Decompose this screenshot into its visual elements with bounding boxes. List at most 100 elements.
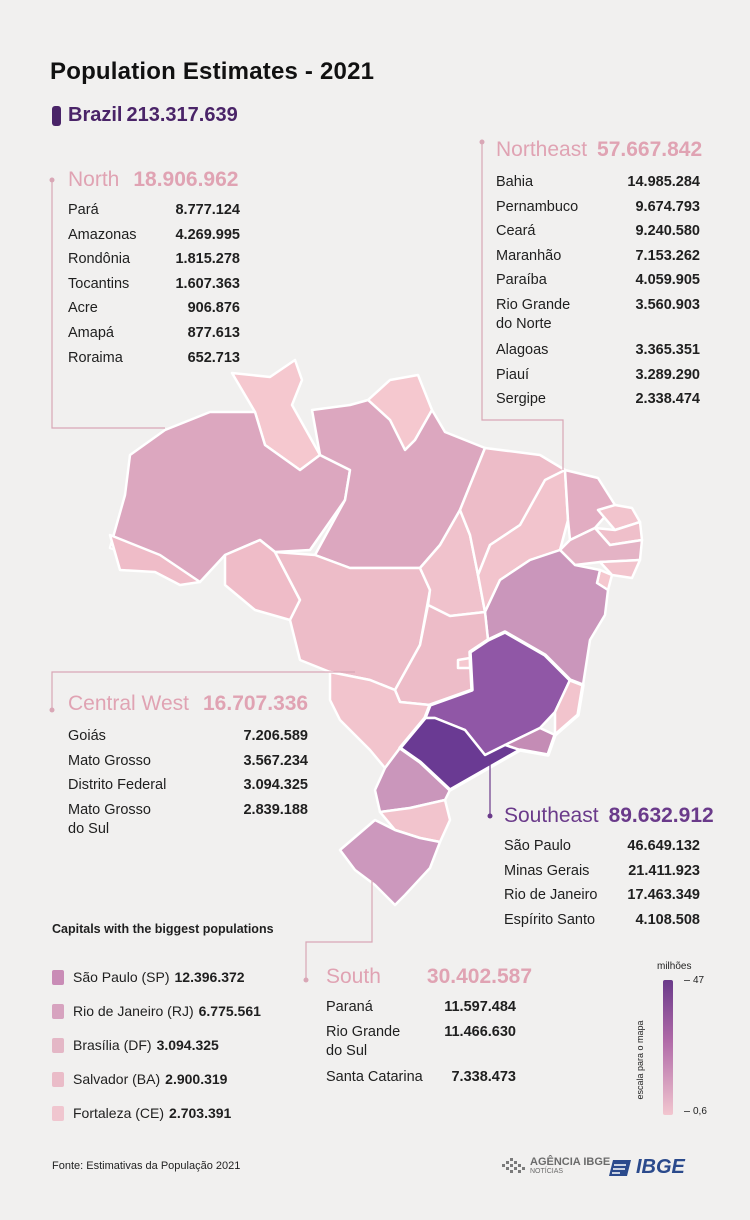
capital-item: Rio de Janeiro (RJ) 6.775.561	[52, 994, 261, 1028]
state-value: 4.059.905	[635, 272, 700, 289]
agencia-grid-icon	[502, 1157, 525, 1173]
state-value: 3.289.290	[635, 366, 700, 383]
state-value: 7.153.262	[635, 247, 700, 264]
capital-value: 3.094.325	[156, 1037, 219, 1053]
state-value: 7.338.473	[451, 1068, 516, 1085]
northeast-leader-dot	[479, 139, 485, 145]
state-rgn	[596, 503, 642, 532]
legend-min: 0,6	[684, 1106, 707, 1117]
state-name: Acre	[68, 300, 98, 317]
south-leader-dot	[303, 977, 309, 983]
legend-unit: milhões	[657, 961, 692, 972]
state-row: Rio Grande do Norte 3.560.903	[496, 293, 700, 338]
state-pernambuco	[558, 526, 644, 567]
capital-name: Fortaleza (CE)	[73, 1105, 165, 1121]
centralwest-leader	[51, 671, 355, 710]
state-row: Paraíba 4.059.905	[496, 268, 700, 293]
state-name: Alagoas	[496, 341, 549, 358]
region-central-west: Central West 16.707.336 Goiás 7.206.589 Ma…	[68, 692, 308, 843]
state-row: Amazonas 4.269.995	[68, 223, 240, 248]
state-name: Paraná	[326, 999, 373, 1015]
state-name: Espírito Santo	[504, 911, 596, 928]
state-value: 7.206.589	[243, 728, 308, 744]
state-value: 2.338.474	[635, 391, 700, 408]
ibge-logo: IBGE	[608, 1156, 685, 1179]
state-row: Sergipe 2.338.474	[496, 387, 700, 412]
region-total: 16.707.336	[203, 692, 309, 715]
state-value: 3.365.351	[635, 341, 700, 358]
capitals-title: Capitals with the biggest populations	[52, 922, 274, 936]
page-title: Population Estimates - 2021	[50, 58, 375, 85]
capital-swatch	[52, 1105, 64, 1121]
state-value: 4.269.995	[175, 226, 240, 243]
ibge-mark-icon	[609, 1159, 631, 1176]
state-row: Rondônia 1.815.278	[68, 247, 240, 272]
state-name-line2: do Sul	[326, 1042, 368, 1059]
capital-value: 6.775.561	[198, 1003, 261, 1019]
brazil-total: Brazil 213.317.639	[52, 104, 238, 127]
state-name-line1: Mato Grosso	[68, 801, 151, 818]
legend-color-scale	[663, 980, 673, 1115]
state-value: 2.839.188	[243, 801, 308, 818]
state-name-line1: Rio Grande	[326, 1023, 401, 1040]
capital-item: Brasília (DF) 3.094.325	[52, 1028, 261, 1062]
state-name: Minas Gerais	[504, 862, 590, 879]
state-row: Roraima 652.713	[68, 346, 240, 371]
state-name: Distrito Federal	[68, 777, 167, 794]
agencia-ibge-logo: AGÊNCIA IBGE NOTÍCIAS	[502, 1157, 610, 1176]
capital-value: 2.703.391	[169, 1105, 232, 1121]
region-total: 89.632.912	[608, 804, 714, 827]
state-value: 906.876	[187, 300, 240, 317]
legend-side-label: escala para o mapa	[635, 1020, 645, 1100]
region-southeast: Southeast 89.632.912 São Paulo 46.649.132…	[504, 804, 714, 932]
state-name-line1: Rio Grande	[496, 296, 571, 313]
ibge-text: IBGE	[636, 1156, 685, 1178]
state-row: Amapá 877.613	[68, 321, 240, 346]
region-name: South	[326, 965, 381, 988]
state-row: Rio Grande do Sul 11.466.630	[326, 1020, 516, 1065]
state-value: 14.985.284	[627, 174, 700, 190]
state-value: 9.240.580	[635, 223, 700, 240]
state-value: 17.463.349	[627, 887, 700, 904]
region-south: South 30.402.587 Paraná 11.597.484 Rio Gra…	[326, 965, 532, 1089]
legend-min-value: 0,6	[693, 1106, 707, 1117]
brazil-value: 213.317.639	[126, 104, 238, 126]
state-row: Tocantins 1.607.363	[68, 272, 240, 297]
state-row: Paraná 11.597.484	[326, 995, 516, 1020]
state-value: 21.411.923	[628, 862, 700, 879]
region-total: 57.667.842	[597, 138, 703, 161]
capital-name: Brasília (DF)	[73, 1037, 152, 1053]
state-value: 46.649.132	[627, 838, 700, 854]
capital-name: Rio de Janeiro (RJ)	[73, 1003, 194, 1019]
state-name-line2: do Norte	[496, 315, 552, 332]
state-alagoas	[598, 558, 642, 580]
centralwest-leader-dot	[49, 707, 55, 713]
northeast-leader	[481, 142, 564, 470]
state-row: Pernambuco 9.674.793	[496, 195, 700, 220]
capital-swatch	[52, 1071, 64, 1087]
state-name: Piauí	[496, 366, 530, 383]
capital-swatch	[52, 969, 64, 985]
state-rs	[338, 818, 442, 907]
capital-swatch	[52, 1003, 64, 1019]
capitals-list: São Paulo (SP) 12.396.372 Rio de Janeiro (…	[52, 960, 261, 1130]
region-name: Central West	[68, 692, 189, 715]
region-name: North	[68, 168, 120, 191]
state-row: Maranhão 7.153.262	[496, 244, 700, 269]
state-name: São Paulo	[504, 838, 571, 854]
state-acre	[108, 533, 202, 587]
state-row: Rio de Janeiro 17.463.349	[504, 883, 700, 908]
state-name: Rondônia	[68, 251, 131, 268]
north-leader-dot	[49, 177, 55, 183]
state-row: Alagoas 3.365.351	[496, 338, 700, 363]
capital-value: 2.900.319	[165, 1071, 228, 1087]
state-row: Acre 906.876	[68, 296, 240, 321]
state-value: 3.560.903	[635, 296, 700, 313]
state-name: Rio de Janeiro	[504, 887, 598, 904]
source-note: Fonte: Estimativas da População 2021	[52, 1160, 241, 1172]
state-row: Bahia 14.985.284	[496, 170, 700, 195]
state-df	[456, 656, 472, 670]
state-value: 1.607.363	[175, 275, 240, 292]
state-name: Santa Catarina	[326, 1068, 423, 1085]
region-name: Southeast	[504, 804, 599, 827]
